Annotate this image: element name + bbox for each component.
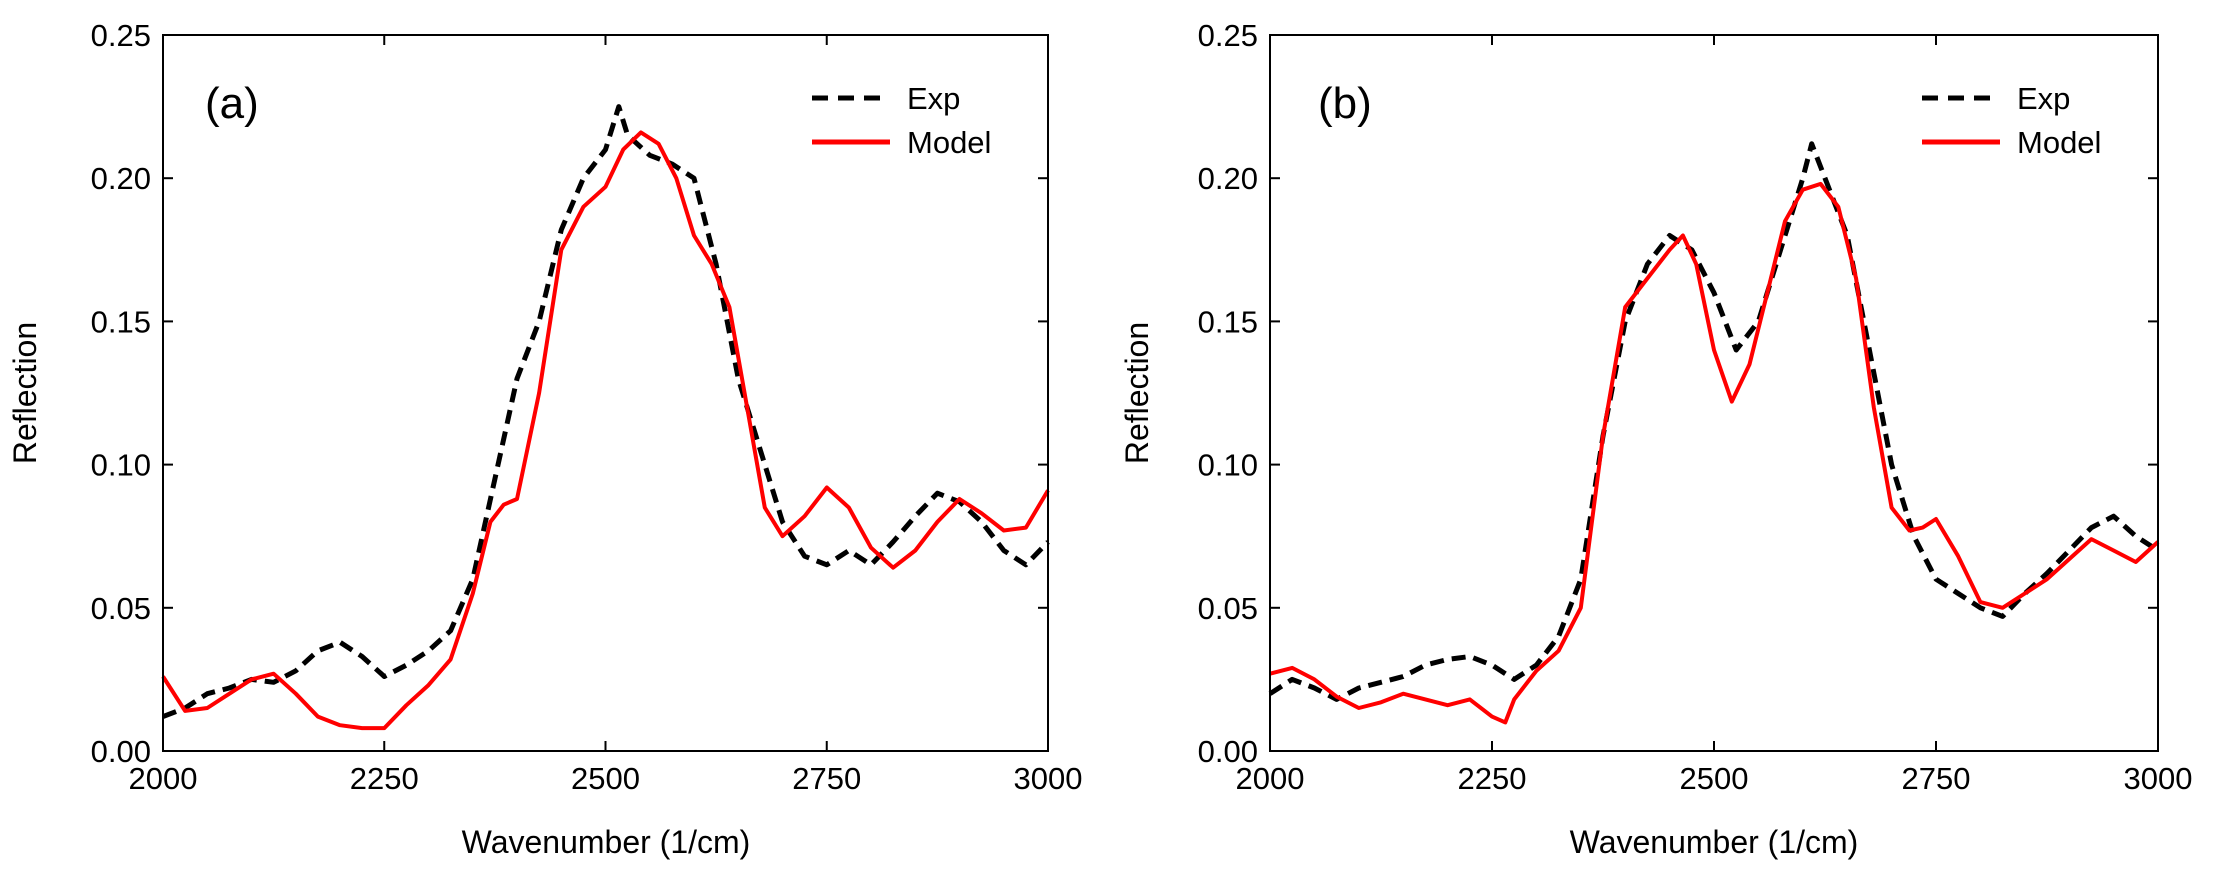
legend-exp-label-a: Exp — [907, 81, 960, 116]
plot-frame-a — [162, 34, 1049, 752]
y-tick-label: 0.00 — [1198, 734, 1258, 769]
y-tick-label: 0.10 — [91, 448, 151, 483]
legend-b: Exp Model — [1922, 81, 2101, 160]
series-exp-line — [162, 104, 1050, 719]
y-tick-label: 0.05 — [1198, 591, 1258, 626]
legend-model-label-a: Model — [907, 125, 991, 160]
y-tick-label: 0.20 — [91, 161, 151, 196]
x-tick-label: 2250 — [1458, 761, 1527, 796]
x-tick-label: 2750 — [1902, 761, 1971, 796]
y-tick-label: 0.15 — [91, 304, 151, 339]
y-tick-label: 0.25 — [91, 18, 151, 53]
y-tick-label: 0.25 — [1198, 18, 1258, 53]
x-tick-label: 3000 — [1014, 761, 1083, 796]
series-model-line — [1269, 181, 2160, 725]
x-axis-title-a: Wavenumber (1/cm) — [462, 824, 751, 860]
x-tick-label: 2500 — [571, 761, 640, 796]
panel-label-a: (a) — [205, 79, 259, 128]
x-tick-label: 3000 — [2124, 761, 2193, 796]
y-tick-label: 0.10 — [1198, 448, 1258, 483]
legend-model-label-b: Model — [2017, 125, 2101, 160]
panel-label-b: (b) — [1318, 79, 1372, 128]
plot-area-a: 2000 2250 2500 2750 3000 0.00 0.05 0.10 0.15 0.20… — [91, 18, 1083, 796]
legend-a: Exp Model — [812, 81, 991, 160]
plot-frame-b — [1269, 34, 2159, 752]
y-tick-label: 0.05 — [91, 591, 151, 626]
x-tick-label: 2750 — [792, 761, 861, 796]
y-axis-title-a: Reflection — [7, 322, 43, 464]
y-tick-label: 0.00 — [91, 734, 151, 769]
series-model-line — [161, 130, 1050, 731]
legend-exp-label-b: Exp — [2017, 81, 2070, 116]
y-axis-title-b: Reflection — [1119, 322, 1155, 464]
x-tick-label: 2000 — [1236, 761, 1305, 796]
x-axis-title-b: Wavenumber (1/cm) — [1570, 824, 1859, 860]
x-tick-label: 2000 — [129, 761, 198, 796]
panel-b: 2000 2250 2500 2750 3000 0.00 0.05 0.10 0.15 0.20… — [1119, 18, 2192, 860]
y-tick-label: 0.20 — [1198, 161, 1258, 196]
x-tick-label: 2500 — [1680, 761, 1749, 796]
plot-area-b: 2000 2250 2500 2750 3000 0.00 0.05 0.10 0.15 0.20… — [1198, 18, 2193, 796]
series-exp-line — [1268, 141, 2160, 702]
panel-a: 2000 2250 2500 2750 3000 0.00 0.05 0.10 0.15 0.20… — [7, 18, 1082, 860]
x-tick-label: 2250 — [350, 761, 419, 796]
y-tick-label: 0.15 — [1198, 304, 1258, 339]
